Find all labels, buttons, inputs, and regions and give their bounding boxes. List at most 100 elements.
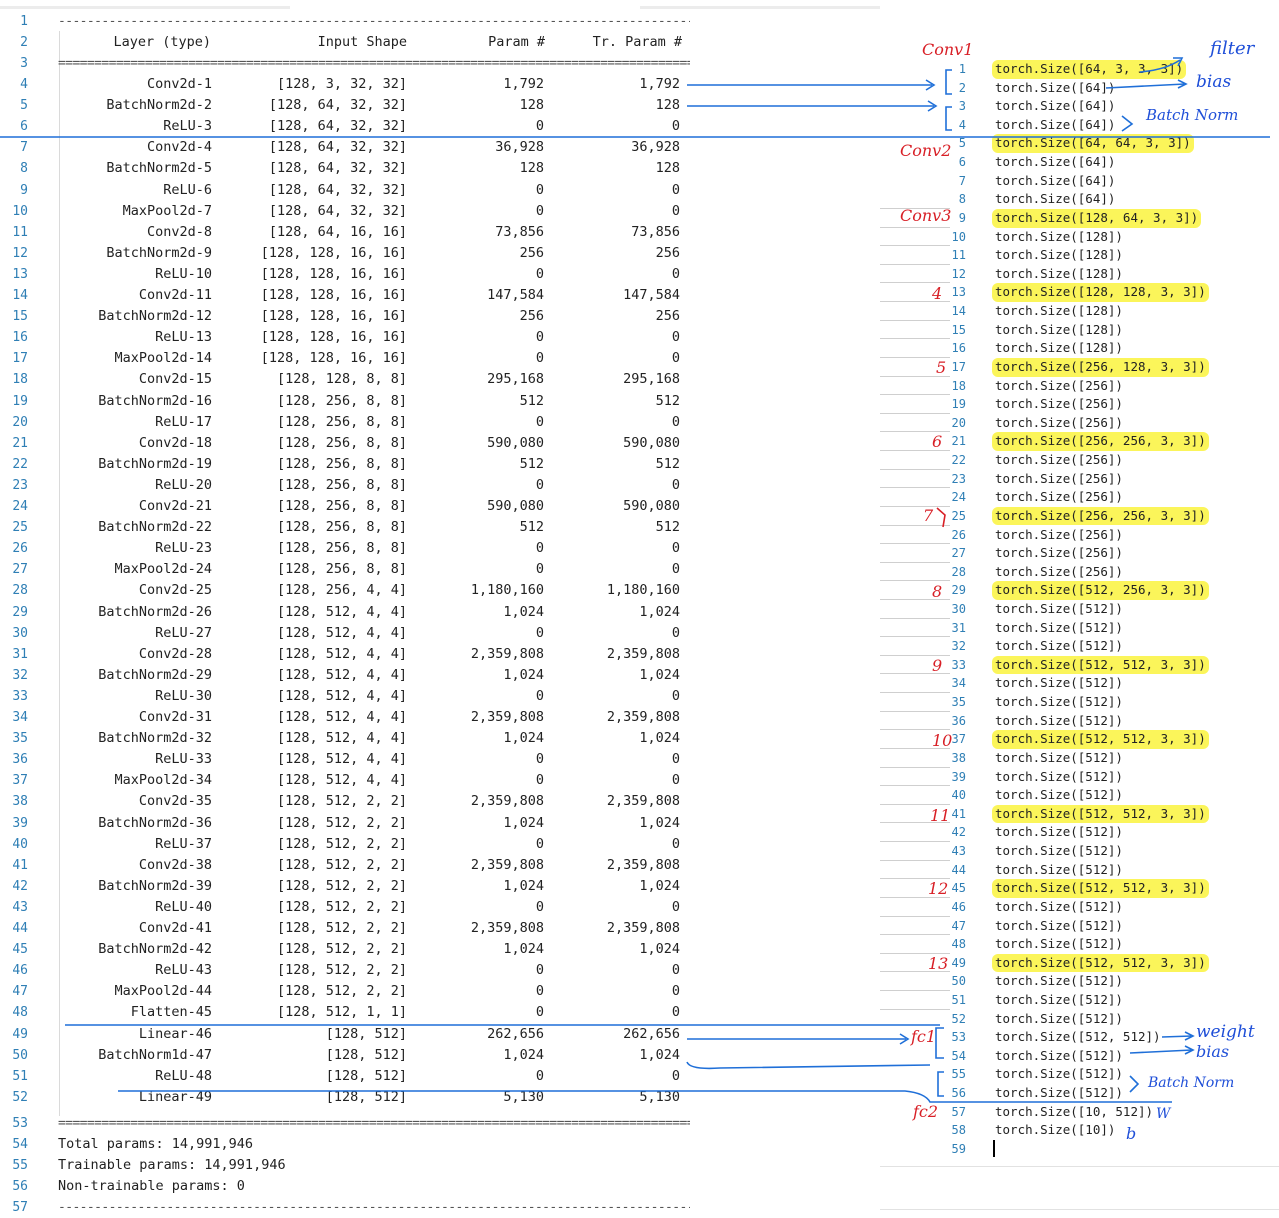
total-text: Trainable params: 14,991,946 — [58, 1157, 286, 1174]
wrap-indicator — [880, 915, 950, 917]
param-count: 1,024 — [503, 666, 544, 683]
wrap-indicator — [880, 878, 950, 880]
size-text: torch.Size([512]) — [995, 787, 1123, 803]
line-number: 28 — [12, 583, 28, 599]
line-number: 51 — [951, 993, 966, 1007]
layer-row: 26 ReLU-23 [128, 256, 8, 8] 0 0 — [0, 538, 700, 559]
summary-line: 1 --------------------------------------… — [0, 11, 700, 32]
size-line: 34 torch.Size([512]) — [880, 673, 1279, 693]
size-line: 42 torch.Size([512]) — [880, 822, 1279, 842]
layer-name: ReLU-10 — [155, 265, 212, 282]
wrap-indicator — [880, 226, 950, 228]
layer-name: BatchNorm2d-26 — [98, 603, 212, 620]
layer-name: ReLU-17 — [155, 413, 212, 430]
line-number: 7 — [20, 140, 28, 156]
layer-row: 8 BatchNorm2d-5 [128, 64, 32, 32] 128 128 — [0, 158, 700, 179]
size-line: 20 torch.Size([256]) — [880, 412, 1279, 433]
layer-row: 19 BatchNorm2d-16 [128, 256, 8, 8] 512 512 — [0, 391, 700, 412]
trainable-param-count: 512 — [655, 392, 680, 409]
line-number: 32 — [951, 639, 966, 654]
wrap-indicator — [880, 971, 950, 973]
param-count: 2,359,808 — [470, 709, 544, 725]
trainable-param-count: 0 — [671, 350, 680, 367]
layer-row: 45 BatchNorm2d-42 [128, 512, 2, 2] 1,024 1,0… — [0, 939, 700, 960]
size-line: 35 torch.Size([512]) — [880, 692, 1279, 712]
size-text: torch.Size([128]) — [995, 247, 1123, 263]
size-text: torch.Size([512]) — [995, 917, 1123, 933]
line-number: 30 — [12, 625, 28, 641]
size-line: 53 torch.Size([512, 512]) — [880, 1028, 1279, 1047]
input-shape: [128, 512, 2, 2] — [276, 814, 407, 831]
wrap-indicator — [880, 785, 950, 787]
size-text: torch.Size([512]) — [995, 768, 1123, 784]
line-number: 16 — [12, 330, 28, 346]
size-line: 25 torch.Size([256, 256, 3, 3]) — [880, 505, 1279, 526]
wrap-indicator — [880, 561, 950, 563]
size-text: torch.Size([512]) — [995, 1085, 1123, 1101]
size-line: 24 torch.Size([256]) — [880, 487, 1279, 507]
layer-name: Linear-46 — [138, 1025, 212, 1042]
line-number: 54 — [951, 1048, 966, 1063]
label-bias: bias — [1196, 72, 1232, 92]
size-text: torch.Size([512]) — [995, 898, 1123, 914]
layer-name: BatchNorm2d-39 — [98, 877, 212, 894]
label-conv9: 9 — [932, 656, 943, 675]
trainable-param-count: 0 — [671, 118, 680, 135]
trainable-param-count: 262,656 — [623, 1025, 680, 1042]
wrap-indicator — [880, 934, 950, 936]
line-number: 10 — [12, 203, 28, 219]
trainable-param-count: 5,130 — [639, 1088, 680, 1105]
param-count: 0 — [535, 540, 544, 557]
layer-row: 48 Flatten-45 [128, 512, 1, 1] 0 0 — [0, 1002, 700, 1023]
param-count: 590,080 — [487, 434, 544, 451]
wrap-indicator — [880, 543, 950, 545]
line-number: 50 — [12, 1047, 28, 1063]
param-count: 1,180,160 — [470, 582, 544, 599]
line-number: 33 — [12, 688, 28, 704]
trainable-param-count: 0 — [671, 772, 680, 789]
line-number: 48 — [951, 937, 966, 952]
size-line: 58 torch.Size([10]) — [880, 1121, 1279, 1140]
line-number: 30 — [951, 601, 966, 616]
param-count: 256 — [519, 244, 544, 261]
line-number: 18 — [951, 378, 966, 393]
input-shape: [128, 128, 16, 16] — [260, 265, 407, 282]
line-number: 51 — [12, 1068, 28, 1084]
size-line: 52 torch.Size([512]) — [880, 1008, 1279, 1029]
line-number: 27 — [12, 562, 28, 578]
line-number: 21 — [951, 434, 966, 449]
line-number: 44 — [951, 862, 966, 877]
size-line: 17 torch.Size([256, 128, 3, 3]) — [880, 356, 1279, 377]
size-line: 48 torch.Size([512]) — [880, 934, 1279, 954]
size-text: torch.Size([512]) — [995, 936, 1123, 952]
label-batch-norm-1: Batch Norm — [1146, 106, 1239, 124]
size-line: 2 torch.Size([64]) — [880, 79, 1279, 98]
input-shape: [128, 512, 1, 1] — [276, 1004, 407, 1021]
trainable-param-count: 0 — [671, 476, 680, 493]
param-count: 0 — [535, 624, 544, 641]
summary-header-row: 2 Layer (type) Input Shape Param # Tr. P… — [0, 32, 700, 53]
highlighted-size-text: torch.Size([512, 256, 3, 3]) — [992, 581, 1209, 600]
size-line: 9 torch.Size([128, 64, 3, 3]) — [880, 207, 1279, 228]
size-text: torch.Size([256]) — [995, 470, 1123, 486]
trainable-param-count: 0 — [671, 202, 680, 219]
line-number: 11 — [12, 224, 28, 240]
line-number: 41 — [951, 806, 966, 821]
size-text: torch.Size([512]) — [995, 638, 1123, 654]
summary-line: 3 ======================================… — [0, 53, 700, 74]
trainable-param-count: 590,080 — [623, 498, 680, 514]
wrap-indicator — [880, 505, 950, 507]
wrap-indicator — [880, 580, 950, 582]
input-shape: [128, 64, 32, 32] — [268, 97, 407, 114]
text-cursor[interactable] — [993, 1140, 995, 1157]
line-number: 16 — [951, 341, 966, 356]
param-count: 295,168 — [487, 371, 544, 388]
layer-row: 4 Conv2d-1 [128, 3, 32, 32] 1,792 1,792 — [0, 74, 700, 95]
layer-name: ReLU-37 — [155, 835, 212, 852]
wrap-indicator — [880, 394, 950, 396]
size-line: 39 torch.Size([512]) — [880, 766, 1279, 787]
trainable-param-count: 2,359,808 — [606, 645, 680, 662]
size-line: 30 torch.Size([512]) — [880, 598, 1279, 619]
param-count: 0 — [535, 118, 544, 135]
label-conv1: Conv1 — [922, 40, 974, 59]
